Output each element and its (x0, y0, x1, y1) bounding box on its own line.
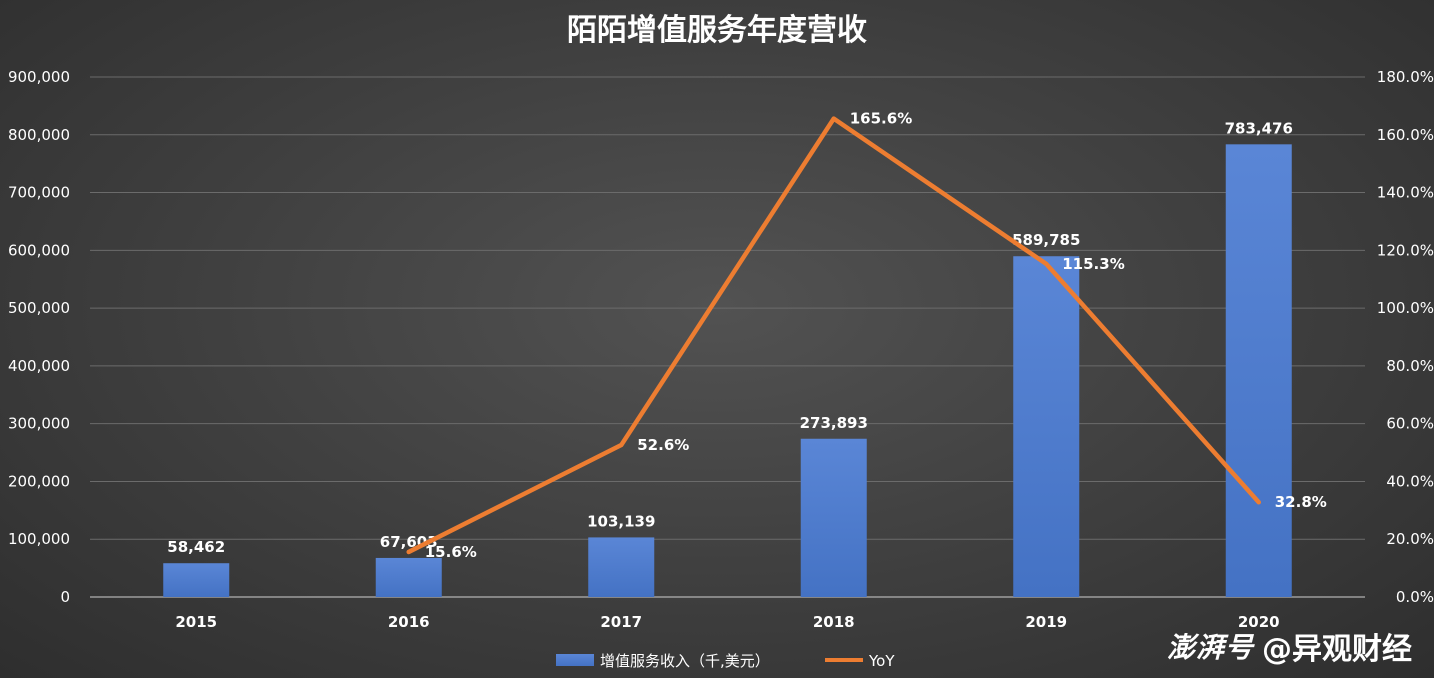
left-tick-label: 100,000 (8, 530, 70, 548)
right-tick-label: 40.0% (1386, 472, 1434, 490)
yoy-value-label: 115.3% (1062, 255, 1124, 273)
category-label: 2017 (600, 613, 642, 631)
bar-series (163, 144, 1292, 597)
yoy-point (1256, 500, 1261, 505)
category-label: 2020 (1238, 613, 1280, 631)
left-tick-label: 600,000 (8, 241, 70, 259)
right-tick-label: 100.0% (1377, 299, 1434, 317)
right-tick-label: 60.0% (1386, 415, 1434, 433)
yoy-point (831, 116, 836, 121)
bar-value-label: 273,893 (800, 414, 868, 432)
yoy-value-label: 32.8% (1275, 493, 1327, 511)
left-tick-label: 500,000 (8, 299, 70, 317)
left-tick-label: 0 (60, 588, 70, 606)
yoy-value-label: 165.6% (850, 110, 912, 128)
bar (1013, 256, 1080, 597)
watermark: 澎湃号 @异观财经 (1167, 624, 1412, 668)
left-tick-label: 300,000 (8, 415, 70, 433)
yoy-point (1044, 261, 1049, 266)
chart-title: 陌陌增值服务年度营收 (567, 13, 867, 48)
yoy-line-series (406, 116, 1261, 555)
bar-value-label: 103,139 (587, 512, 655, 530)
right-tick-label: 80.0% (1386, 357, 1434, 375)
legend-line-label: YoY (868, 652, 895, 670)
bar-value-label: 58,462 (167, 538, 225, 556)
right-tick-label: 120.0% (1377, 241, 1434, 259)
category-label: 2018 (813, 613, 855, 631)
right-tick-label: 20.0% (1386, 530, 1434, 548)
left-axis: 0 100,000 200,000 300,000 400,000 500,000 600,… (8, 68, 70, 606)
yoy-point (406, 549, 411, 554)
bar (588, 537, 655, 597)
left-tick-label: 700,000 (8, 184, 70, 202)
category-label: 2015 (175, 613, 217, 631)
right-tick-label: 0.0% (1396, 588, 1434, 606)
yoy-value-label: 52.6% (637, 436, 689, 454)
legend-bar-label: 增值服务收入（千,美元） (600, 652, 770, 670)
watermark-handle: @异观财经 (1262, 632, 1412, 667)
yoy-point (619, 443, 624, 448)
right-tick-label: 180.0% (1377, 68, 1434, 86)
left-tick-label: 400,000 (8, 357, 70, 375)
yoy-value-label: 15.6% (425, 543, 477, 561)
bar (163, 563, 230, 597)
legend: 增值服务收入（千,美元） YoY (556, 652, 895, 670)
yoy-data-labels: 15.6% 52.6% 165.6% 115.3% 32.8% (425, 110, 1327, 561)
bar-value-label: 589,785 (1012, 231, 1080, 249)
legend-bar-swatch (556, 654, 594, 666)
left-tick-label: 200,000 (8, 472, 70, 490)
bar-value-label: 783,476 (1225, 119, 1293, 137)
bar (800, 438, 867, 597)
bar (375, 557, 442, 597)
right-tick-label: 160.0% (1377, 126, 1434, 144)
left-tick-label: 900,000 (8, 68, 70, 86)
right-axis: 0.0% 20.0% 40.0% 60.0% 80.0% 100.0% 120.0% 140.… (1377, 68, 1434, 606)
watermark-brand: 澎湃号 (1166, 631, 1254, 664)
right-tick-label: 140.0% (1377, 184, 1434, 202)
category-axis: 2015 2016 2017 2018 2019 2020 (175, 613, 1279, 631)
left-tick-label: 800,000 (8, 126, 70, 144)
category-label: 2019 (1025, 613, 1067, 631)
bar (1225, 144, 1292, 597)
category-label: 2016 (388, 613, 430, 631)
gridlines (90, 76, 1365, 598)
